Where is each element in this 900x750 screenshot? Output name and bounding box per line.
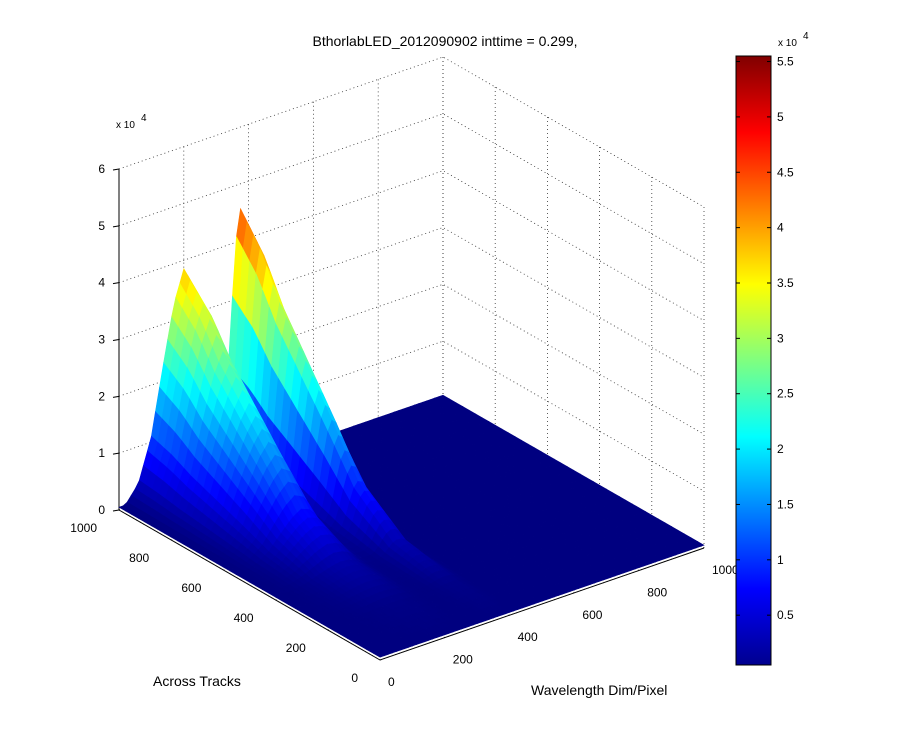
surface-patch	[372, 651, 385, 658]
z-tick-mark	[112, 395, 120, 398]
z-axis-multiplier-exponent: 4	[141, 113, 147, 124]
y-tick-label: 1000	[70, 521, 97, 535]
colorbar-tick-label: 5	[777, 110, 784, 124]
colorbar-tick-label: 3.5	[777, 276, 794, 290]
y-tick-label: 0	[351, 671, 358, 685]
colorbar-multiplier-base: x 10	[778, 38, 797, 49]
x-tick-label: 1000	[712, 563, 739, 577]
z-axis-multiplier-base: x 10	[116, 120, 135, 131]
z-tick-mark	[112, 339, 120, 341]
colorbar-tick-label: 4	[777, 221, 784, 235]
x-tick-label: 200	[453, 653, 473, 667]
x-tick-label: 600	[582, 608, 602, 622]
y-tick-label: 400	[234, 611, 254, 625]
z-tick-label: 4	[98, 276, 105, 290]
z-tick-mark	[112, 282, 120, 285]
z-tick-label: 5	[98, 219, 105, 233]
chart-title: BthorlabLED_2012090902 inttime = 0.299,	[312, 33, 577, 49]
x-tick-label: 800	[647, 585, 667, 599]
y-tick-label: 800	[129, 551, 149, 565]
colorbar-tick-label: 3	[777, 331, 784, 345]
colorbar-gradient	[735, 55, 772, 666]
z-tick-label: 6	[98, 162, 105, 176]
x-axis-line	[379, 547, 705, 661]
z-tick-label: 0	[98, 503, 105, 517]
z-tick-label: 2	[98, 389, 105, 403]
colorbar-tick-label: 2	[777, 442, 784, 456]
colorbar-multiplier-exponent: 4	[803, 31, 809, 42]
grid-line	[118, 113, 705, 265]
z-tick-mark	[112, 225, 120, 228]
x-axis-label: Wavelength Dim/Pixel	[531, 682, 667, 698]
y-tick-label: 200	[286, 641, 306, 655]
y-axis-label: Across Tracks	[153, 673, 241, 689]
z-tick-mark	[112, 452, 120, 455]
x-tick-label: 400	[518, 630, 538, 644]
colorbar-tick-label: 4.5	[777, 165, 794, 179]
y-tick-label: 600	[181, 581, 201, 595]
colorbar-tick-label: 5.5	[777, 55, 794, 69]
z-tick-label: 3	[98, 333, 105, 347]
surface-mesh	[118, 207, 705, 658]
colorbar-ticks: 0.5 1 1.5 2 2.5 3 3.5 4 4.5 5 5.5	[736, 55, 794, 622]
colorbar-tick-label: 1.5	[777, 497, 794, 511]
colorbar: x 10 4 0.5 1 1.5 2 2.5 3 3.5 4 4.5 5 5.5	[735, 31, 809, 666]
z-tick-mark	[112, 509, 120, 512]
x-tick-label: 0	[388, 675, 395, 689]
axis-ticks: 0123456020040060080010000200400600800100…	[70, 162, 739, 689]
y-axis-line	[118, 509, 381, 661]
z-tick-mark	[112, 168, 120, 171]
colorbar-tick-label: 2.5	[777, 387, 794, 401]
colorbar-tick-label: 1	[777, 553, 784, 567]
z-tick-label: 1	[98, 446, 105, 460]
colorbar-tick-label: 0.5	[777, 608, 794, 622]
grid-line	[118, 56, 705, 208]
grid-line	[118, 170, 705, 322]
